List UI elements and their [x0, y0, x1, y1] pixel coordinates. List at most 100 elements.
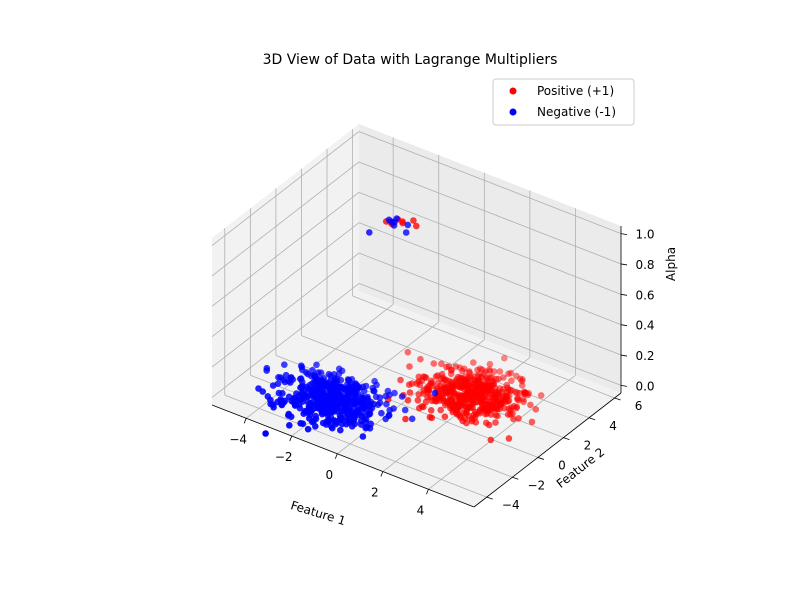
- negative-support-vector: [390, 222, 398, 229]
- negative-point: [382, 415, 390, 423]
- positive-point: [527, 401, 534, 409]
- chart-title: 3D View of Data with Lagrange Multiplier…: [263, 52, 558, 68]
- positive-point: [515, 415, 522, 422]
- positive-point: [404, 397, 412, 404]
- x-axis-line: [211, 404, 475, 508]
- positive-point: [426, 413, 434, 421]
- gridline-z-back: [358, 222, 622, 326]
- positive-point: [437, 406, 445, 414]
- positive-point: [415, 391, 423, 398]
- z-tick-label: 0.4: [635, 319, 654, 333]
- negative-point: [372, 393, 380, 401]
- negative-support-vector: [402, 229, 410, 236]
- positive-point: [487, 436, 495, 444]
- gridline-z-back: [358, 191, 622, 295]
- positive-point: [528, 418, 536, 426]
- legend-label-positive: Positive (+1): [537, 84, 614, 98]
- legend-marker-positive: [509, 87, 517, 95]
- legend-box: [492, 78, 635, 126]
- positive-point: [452, 363, 460, 370]
- negative-point: [360, 387, 368, 395]
- positive-point: [447, 370, 455, 378]
- positive-point: [505, 370, 512, 378]
- y-tick-label: −2: [527, 478, 545, 492]
- x-tick-mark: [426, 489, 429, 495]
- z-tick-mark: [620, 293, 628, 296]
- x-tick-mark: [380, 471, 384, 477]
- negative-point: [359, 433, 367, 440]
- left-wall-pane: [212, 124, 359, 405]
- axis-lines: [211, 226, 628, 508]
- positive-point: [442, 401, 449, 409]
- z-tick-label: 0.8: [635, 258, 654, 272]
- positive-point: [441, 413, 449, 421]
- x-axis-label: Feature 1: [289, 498, 347, 528]
- positive-point: [468, 417, 476, 425]
- gridline-z-left: [211, 283, 360, 398]
- positive-point: [406, 363, 413, 370]
- x-tick-label: 2: [371, 486, 379, 500]
- negative-point: [335, 370, 343, 378]
- legend-marker-negative: [509, 108, 517, 116]
- negative-point: [329, 424, 336, 432]
- z-tick-mark: [620, 324, 628, 327]
- negative-point: [337, 426, 344, 434]
- negative-point: [262, 430, 269, 437]
- positive-support-vector: [410, 217, 417, 224]
- y-tick-mark: [614, 397, 621, 401]
- negative-point: [287, 379, 294, 386]
- x-tick-label: −2: [275, 450, 293, 464]
- gridline-z-back: [358, 283, 622, 386]
- positive-point: [492, 419, 499, 426]
- negative-point: [281, 378, 289, 386]
- negative-point: [338, 420, 346, 428]
- positive-point: [427, 407, 435, 414]
- positive-point: [486, 360, 494, 368]
- positive-point: [432, 373, 440, 380]
- positive-point: [501, 354, 508, 362]
- negative-point: [398, 393, 406, 400]
- gridline-z-left: [211, 252, 360, 368]
- positive-point: [482, 410, 489, 418]
- positive-point: [430, 360, 438, 367]
- x-tick-mark: [289, 435, 293, 442]
- x-tick-label: 0: [325, 468, 333, 482]
- y-tick-mark: [512, 476, 519, 480]
- z-tick-mark: [620, 354, 628, 357]
- y-tick-label: 4: [609, 419, 617, 433]
- y-tick-label: 0: [558, 458, 566, 472]
- positive-point: [414, 397, 422, 404]
- positive-point: [422, 398, 430, 406]
- negative-point: [269, 382, 277, 389]
- gridline-z-left: [211, 192, 360, 307]
- gridline-z-left: [211, 131, 360, 246]
- negative-point: [309, 367, 316, 374]
- y-tick-mark: [563, 437, 570, 440]
- gridline-z-left: [211, 161, 360, 277]
- negative-point: [259, 388, 267, 395]
- positive-point: [404, 348, 412, 356]
- positive-point: [532, 406, 540, 413]
- z-tick-label: 0.0: [635, 379, 654, 393]
- negative-support-vector: [393, 215, 401, 222]
- positive-support-vector: [413, 222, 420, 230]
- z-tick-label: 0.6: [635, 288, 654, 302]
- positive-point: [494, 412, 501, 420]
- axes-panes: [212, 124, 621, 507]
- negative-point: [287, 413, 295, 421]
- negative-point: [296, 404, 304, 412]
- x-tick-mark: [243, 418, 247, 424]
- positive-point: [402, 415, 409, 423]
- negative-point: [362, 424, 369, 432]
- z-axis-label: Alpha: [664, 247, 678, 281]
- negative-point: [386, 406, 394, 414]
- positive-point: [504, 411, 512, 418]
- scatter-points: [255, 215, 545, 444]
- negative-point: [300, 410, 308, 418]
- gridline-y-floor: [352, 295, 615, 399]
- y-tick-label: −4: [502, 498, 520, 512]
- negative-point: [348, 423, 356, 430]
- positive-point: [485, 421, 493, 429]
- negative-point: [286, 422, 293, 429]
